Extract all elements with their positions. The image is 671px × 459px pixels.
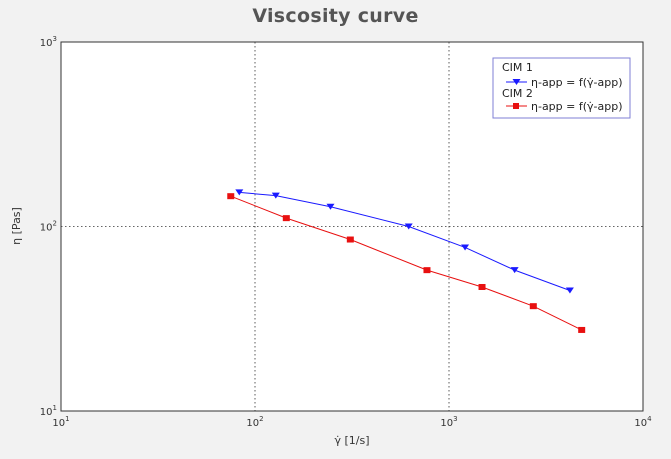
legend-box [492, 57, 631, 119]
legend-series-1-label: η-app = f(γ̇-app) [531, 76, 623, 89]
legend: CIM 1 η-app = f(γ̇-app) CIM 2 η-app = f(… [492, 57, 631, 119]
series-1-point [235, 189, 244, 196]
x-tick-label: 102 [246, 415, 263, 429]
series-2-point [529, 303, 537, 310]
legend-series-2-label: η-app = f(γ̇-app) [531, 100, 623, 113]
series-2-point [578, 326, 586, 333]
y-tick-label: 103 [40, 35, 57, 49]
x-tick-label: 104 [634, 415, 652, 429]
legend-marker-1 [512, 79, 521, 85]
grid-lines [61, 42, 643, 411]
x-tick-label: 101 [52, 415, 69, 429]
series-2-point [282, 215, 290, 222]
series-1-point [326, 203, 335, 210]
y-tick-label: 102 [40, 220, 57, 234]
y-tick-label: 101 [40, 404, 57, 418]
legend-group-1-label: CIM 1 [502, 61, 533, 74]
y-axis-label: η [Pas] [10, 207, 23, 245]
series-1-point [510, 267, 519, 274]
legend-group-2-label: CIM 2 [502, 87, 533, 100]
series-2-point [478, 283, 486, 290]
series-layer [227, 189, 586, 333]
series-1-point [565, 287, 574, 294]
series-2-point [423, 267, 431, 274]
series-1-point [271, 192, 280, 199]
series-2-point [227, 193, 235, 200]
x-axis-label: γ̇ [1/s] [334, 434, 369, 447]
chart-title: Viscosity curve [252, 5, 419, 27]
legend-marker-2 [513, 103, 519, 109]
series-2-point [346, 236, 354, 243]
series-1-point [461, 244, 470, 251]
series-1-point [404, 223, 413, 230]
x-tick-label: 103 [440, 415, 457, 429]
